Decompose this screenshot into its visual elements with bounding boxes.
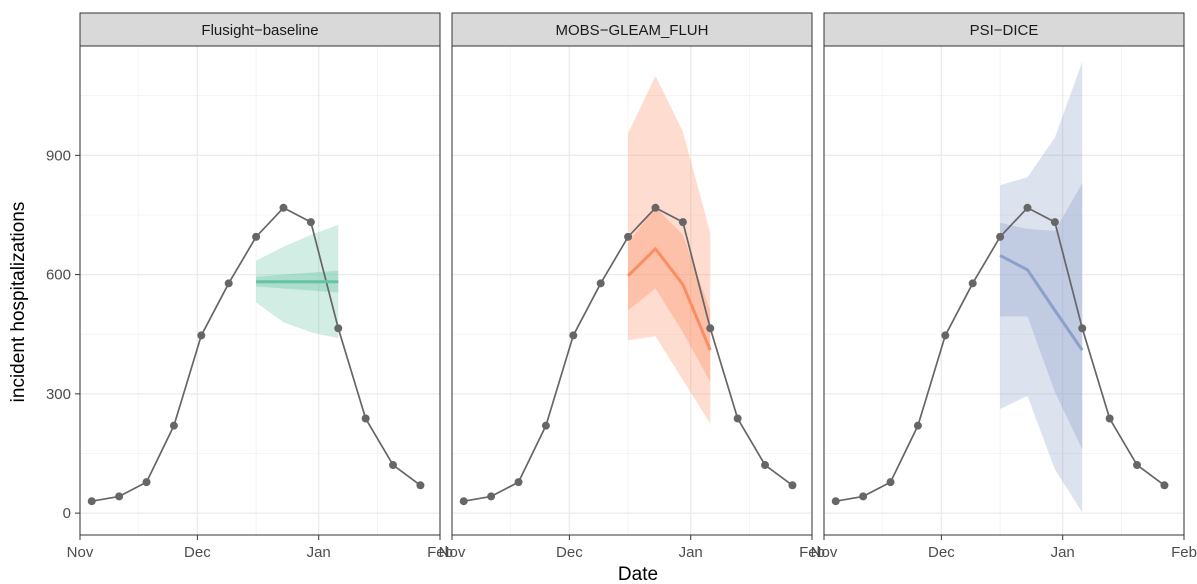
facet-title: MOBS−GLEAM_FLUH: [556, 22, 709, 39]
observed-point: [678, 218, 687, 227]
x-tick-label: Jan: [679, 544, 703, 561]
observed-point: [1050, 218, 1059, 227]
x-tick-label: Dec: [184, 544, 211, 561]
forecast-median-line: [999, 254, 1084, 351]
observed-point: [389, 461, 398, 470]
observed-point: [1160, 481, 1169, 490]
panel-border: [79, 45, 441, 536]
observed-point: [142, 478, 151, 487]
observed-point: [913, 421, 922, 430]
y-tick-label: 300: [46, 386, 71, 403]
observed-point: [1105, 414, 1114, 423]
x-tick-label: Feb: [1171, 544, 1197, 561]
y-axis: 0 300 600 900: [46, 147, 80, 522]
observed-point: [886, 478, 895, 487]
interval-95-band: [1000, 61, 1083, 513]
observed-point: [306, 218, 315, 227]
x-tick-label: Nov: [439, 544, 466, 561]
observed-point: [252, 232, 261, 241]
observed-point: [459, 497, 468, 506]
interval-50-band: [628, 207, 711, 382]
observed-point: [224, 279, 233, 288]
panel-border: [451, 45, 813, 536]
observed-point: [761, 461, 770, 470]
x-tick-label: Feb: [799, 544, 825, 561]
y-tick-label: 600: [46, 267, 71, 284]
observed-point: [197, 331, 206, 340]
observed-point: [941, 331, 950, 340]
y-axis-title: incident hospitalizations: [8, 202, 29, 403]
y-tick-label: 900: [46, 147, 71, 164]
observed-point: [651, 203, 660, 212]
observed-point: [1133, 461, 1142, 470]
observed-point: [279, 203, 288, 212]
x-tick-label: Nov: [67, 544, 94, 561]
facet-strip: [823, 12, 1185, 47]
forecast-median-line: [627, 247, 712, 351]
x-tick-label: Dec: [928, 544, 955, 561]
observed-point: [541, 421, 550, 430]
y-tick-label: 0: [63, 505, 71, 522]
observed-point: [831, 497, 840, 506]
observed-point: [487, 492, 496, 501]
facet-panel: MOBS−GLEAM_FLUH Nov Dec Jan Feb: [439, 12, 825, 561]
observed-point: [1078, 324, 1087, 333]
observed-point: [624, 232, 633, 241]
observed-point: [996, 232, 1005, 241]
observed-point: [361, 414, 370, 423]
x-tick-label: Nov: [811, 544, 838, 561]
observed-point: [596, 279, 605, 288]
observed-point: [733, 414, 742, 423]
observed-point: [859, 492, 868, 501]
interval-95-band: [628, 75, 711, 424]
facet-panel: PSI−DICE Nov Dec Jan Feb: [811, 12, 1197, 561]
facet-panel: Flusight−baseline Nov Dec Jan Feb: [67, 12, 453, 561]
observed-point: [1023, 203, 1032, 212]
observed-point: [569, 331, 578, 340]
observed-point: [169, 421, 178, 430]
observed-point: [115, 492, 124, 501]
observed-point: [416, 481, 425, 490]
facet-strip: [79, 12, 441, 47]
observed-point: [514, 478, 523, 487]
x-tick-label: Jan: [1051, 544, 1075, 561]
x-tick-label: Feb: [427, 544, 453, 561]
observed-point: [334, 324, 343, 333]
panel-border: [823, 45, 1185, 536]
observed-point: [87, 497, 96, 506]
observed-point: [968, 279, 977, 288]
facet-title: PSI−DICE: [970, 22, 1039, 39]
observed-point: [706, 324, 715, 333]
x-tick-label: Jan: [307, 544, 331, 561]
facet-title: Flusight−baseline: [201, 22, 318, 39]
observed-point: [788, 481, 797, 490]
x-tick-label: Dec: [556, 544, 583, 561]
x-axis-title: Date: [618, 564, 658, 584]
